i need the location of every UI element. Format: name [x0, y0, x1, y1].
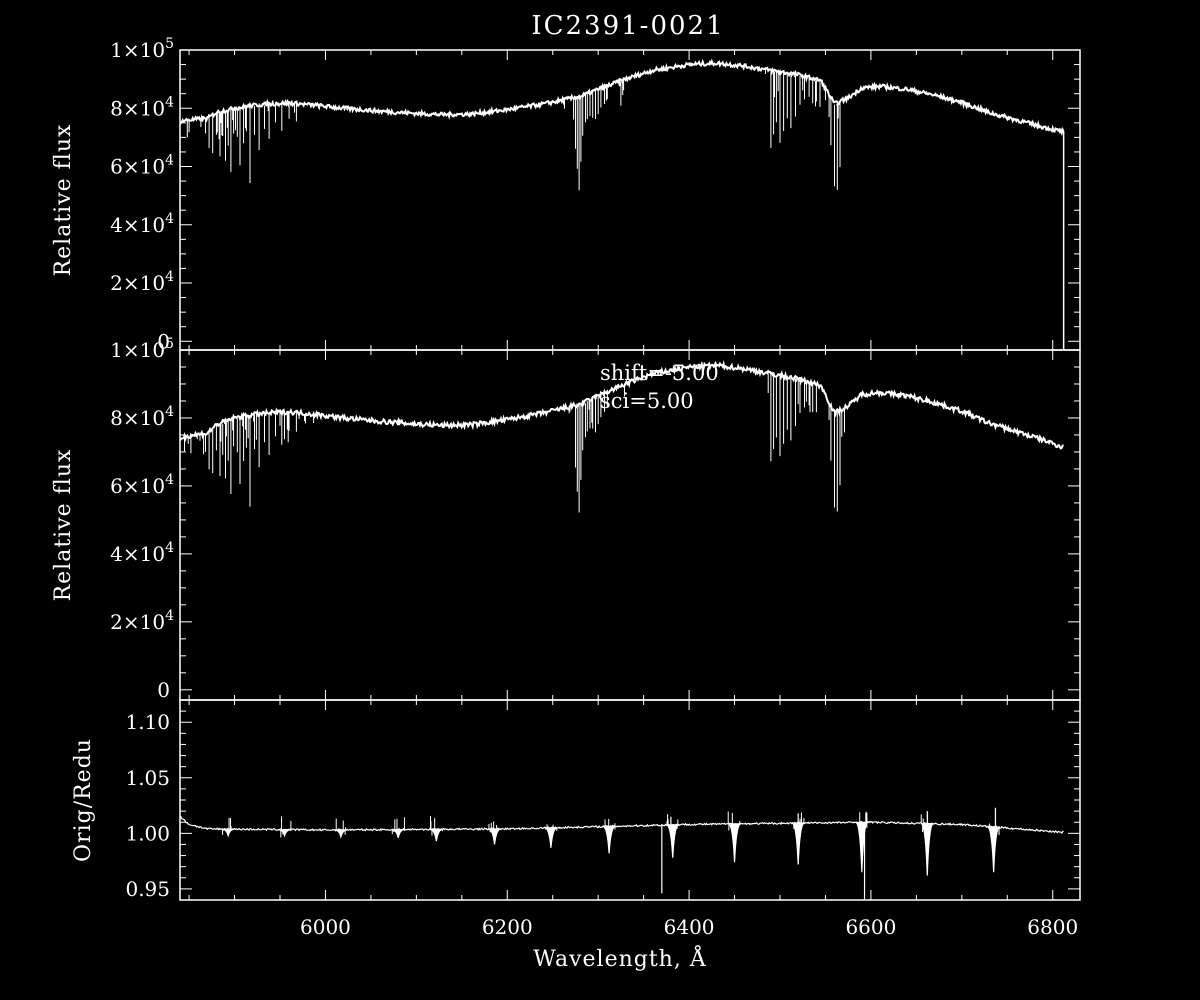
ratio-dip	[221, 828, 235, 838]
x-tick-label: 6000	[300, 915, 351, 939]
absorption-lines	[184, 373, 845, 513]
x-tick-label: 6600	[845, 915, 896, 939]
x-tick-label: 6800	[1027, 915, 1078, 939]
ratio-dip	[727, 823, 742, 863]
y-tick-label: 2×104	[110, 608, 174, 634]
y-tick-label: 4×104	[110, 211, 174, 237]
y-tick-label: 1.10	[125, 710, 170, 734]
y-tick-label: 1.00	[125, 821, 170, 845]
y-tick-label: 0.95	[125, 877, 170, 901]
ratio-dip	[791, 822, 805, 865]
y-axis-label: Relative flux	[51, 124, 76, 277]
chart-title: IC2391-0021	[531, 11, 724, 41]
x-axis-label: Wavelength, Å	[533, 944, 707, 972]
panel-top-flux: 0 2×104 4×104 6×104 8×104 1×105 Relative flux	[51, 36, 1081, 353]
y-tick-label: 4×104	[110, 540, 174, 566]
y-tick-label: 1×105	[110, 36, 174, 62]
y-tick-label: 1.05	[125, 766, 170, 790]
x-tick-label: 6400	[664, 915, 715, 939]
ratio-line	[180, 815, 1064, 834]
x-tick-label: 6200	[482, 915, 533, 939]
y-axis-label: Relative flux	[51, 449, 76, 602]
panel-middle-flux: 0 2×104 4×104 6×104 8×104 1×105 Relative flux s…	[51, 336, 1081, 702]
y-tick-label: 6×104	[110, 472, 174, 498]
ratio-dip	[602, 825, 616, 854]
panel-bottom-ratio: 0.95 1.00 1.05 1.10 6000 6200 6400 6600 6800 Orig…	[71, 699, 1081, 972]
ratio-dip	[544, 827, 558, 848]
y-tick-label: 1×105	[110, 336, 174, 362]
shift-annotation: shift=-5.00	[600, 361, 719, 385]
spectrum-continuum-line	[180, 58, 1065, 137]
absorption-lines	[186, 68, 841, 191]
spectrum-continuum-line	[180, 360, 1064, 450]
ratio-dip	[986, 826, 1001, 873]
y-axis-label: Orig/Redu	[71, 738, 96, 862]
ratio-dip	[429, 828, 443, 842]
y-tick-label: 8×104	[110, 94, 174, 120]
y-tick-label: 0	[157, 678, 170, 702]
y-tick-label: 8×104	[110, 404, 174, 430]
ratio-dip	[334, 829, 348, 839]
ratio-dip	[488, 828, 502, 845]
y-tick-label: 6×104	[110, 153, 174, 179]
y-tick-label: 2×104	[110, 269, 174, 295]
sci-annotation: sci=5.00	[600, 389, 694, 413]
y-tick-label: 0	[157, 329, 170, 353]
ratio-dip	[920, 823, 934, 876]
